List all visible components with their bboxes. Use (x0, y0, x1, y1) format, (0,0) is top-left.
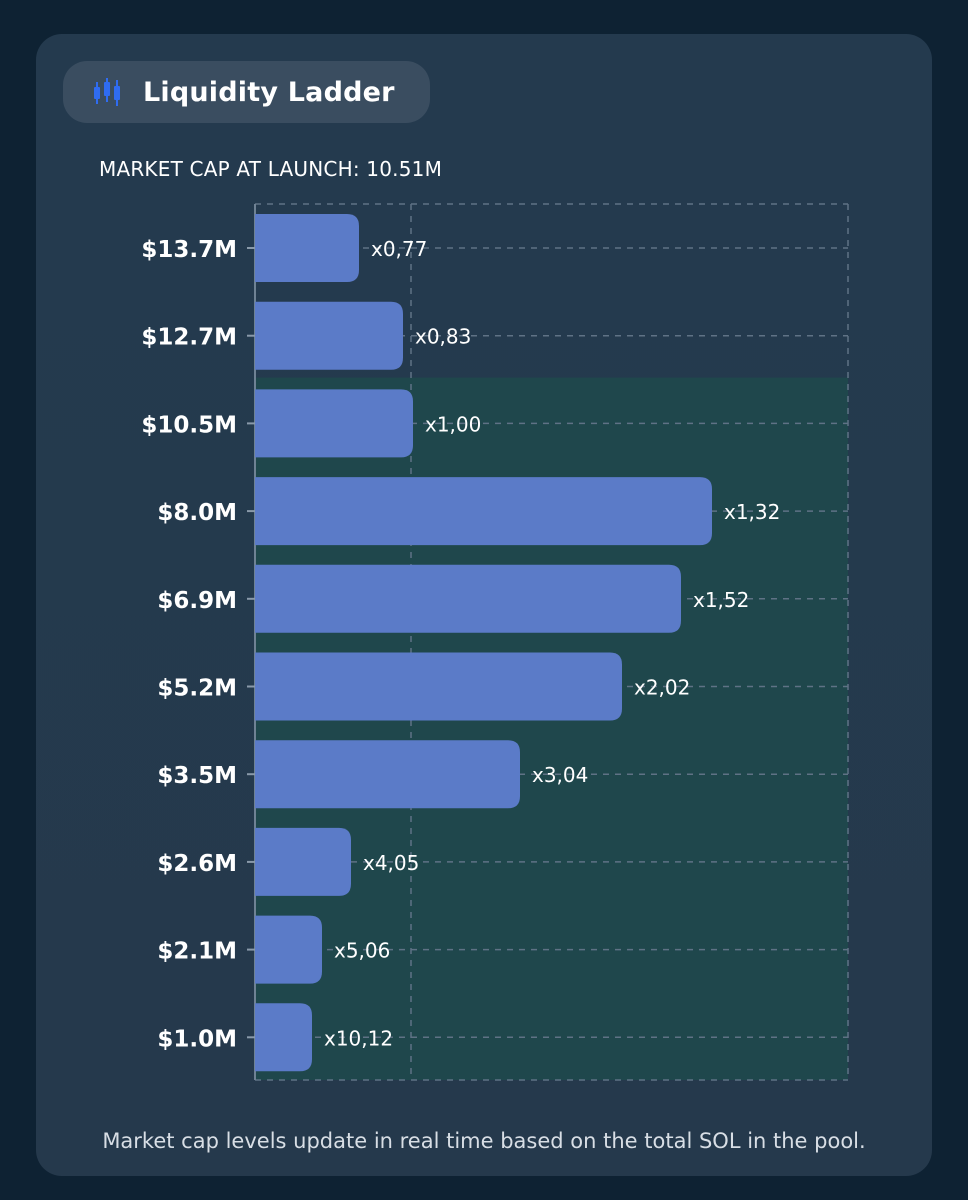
bar-value-label: x0,77 (371, 237, 427, 261)
bar-value-label: x1,52 (693, 588, 749, 612)
bar-value-label: x3,04 (532, 763, 588, 787)
bar (255, 564, 681, 633)
y-tick-label: $6.9M (157, 588, 237, 614)
y-tick-label: $5.2M (157, 676, 237, 702)
footnote: Market cap levels update in real time ba… (102, 1129, 866, 1153)
y-tick-label: $1.0M (157, 1026, 237, 1052)
candlestick-chart-icon (91, 76, 127, 108)
y-tick-label: $2.6M (157, 851, 237, 877)
bar-value-label: x1,00 (425, 412, 481, 436)
y-tick-label: $2.1M (157, 939, 237, 965)
y-tick-label: $3.5M (157, 763, 237, 789)
bar (255, 652, 622, 721)
y-tick-label: $8.0M (157, 500, 237, 526)
bar (255, 915, 322, 984)
bar-value-label: x5,06 (334, 939, 390, 963)
bar (255, 301, 403, 370)
y-tick-label: $13.7M (141, 237, 237, 263)
y-tick-label: $12.7M (141, 325, 237, 351)
bar (255, 477, 712, 546)
bar-value-label: x0,83 (415, 325, 471, 349)
y-tick-label: $10.5M (141, 412, 237, 438)
chart-title: Liquidity Ladder (143, 76, 395, 108)
title-pill: Liquidity Ladder (63, 61, 430, 123)
bar (255, 827, 351, 896)
bar (255, 389, 413, 458)
bar (255, 740, 520, 809)
chart-subtitle: MARKET CAP AT LAUNCH: 10.51M (99, 157, 443, 181)
bar-value-label: x4,05 (363, 851, 419, 875)
bar (255, 214, 359, 282)
bar-value-label: x10,12 (324, 1026, 393, 1050)
bar-value-label: x1,32 (724, 500, 780, 524)
bar-value-label: x2,02 (634, 676, 690, 700)
bar (255, 1003, 312, 1072)
